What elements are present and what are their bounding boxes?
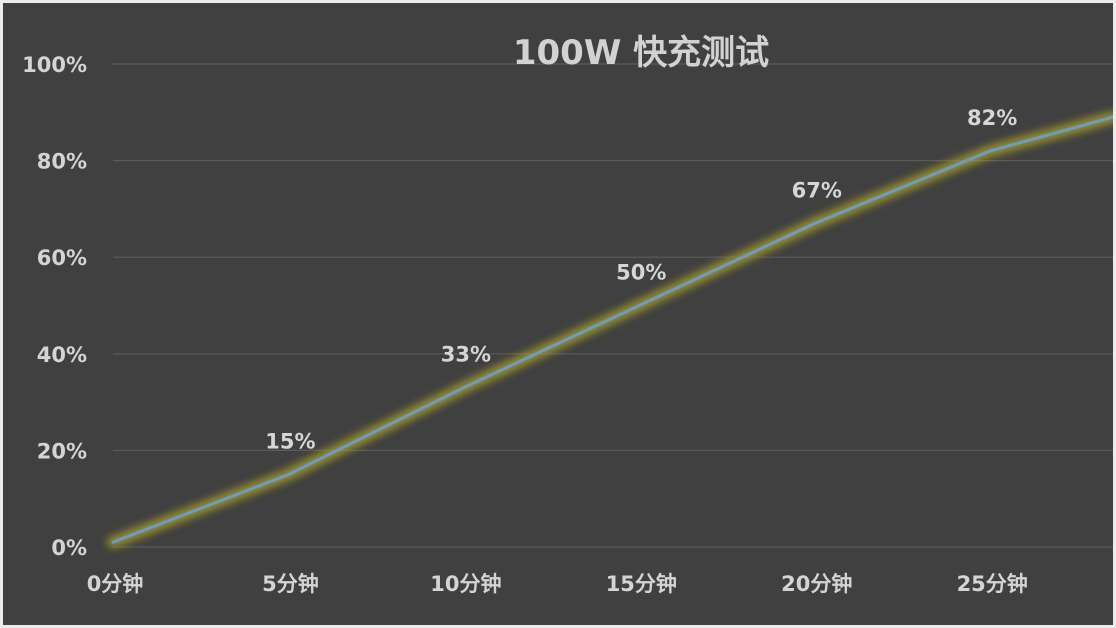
- y-tick-label: 80%: [37, 150, 87, 174]
- data-label: 67%: [792, 178, 842, 202]
- y-tick-label: 60%: [37, 246, 87, 270]
- y-tick-label: 100%: [22, 53, 87, 77]
- line-chart: 0% 20% 40% 60% 80% 100% 0分钟 5分钟 10分钟 15分钟 20分钟 25分…: [22, 33, 1113, 596]
- gridlines: [113, 63, 1113, 548]
- y-tick-label: 0%: [51, 536, 87, 560]
- data-label: 50%: [616, 261, 666, 285]
- data-label: 15%: [265, 430, 315, 454]
- y-axis-ticks: 0% 20% 40% 60% 80% 100%: [22, 53, 87, 560]
- x-tick-label: 25分钟: [957, 572, 1028, 596]
- data-label: 82%: [967, 106, 1017, 130]
- y-tick-label: 20%: [37, 439, 87, 463]
- x-axis-ticks: 0分钟 5分钟 10分钟 15分钟 20分钟 25分钟: [87, 572, 1028, 596]
- x-tick-label: 20分钟: [781, 572, 852, 596]
- series-layer: [107, 111, 1113, 549]
- y-tick-label: 40%: [37, 343, 87, 367]
- chart-title: 100W 快充测试: [513, 33, 769, 73]
- data-label: 33%: [441, 343, 491, 367]
- x-tick-label: 5分钟: [262, 572, 319, 596]
- x-tick-label: 10分钟: [430, 572, 501, 596]
- x-tick-label: 0分钟: [87, 572, 144, 596]
- series-glow: [107, 111, 1113, 549]
- x-tick-label: 15分钟: [606, 572, 677, 596]
- chart-frame: 0% 20% 40% 60% 80% 100% 0分钟 5分钟 10分钟 15分钟 20分钟 25分…: [3, 3, 1113, 625]
- data-labels: 15% 33% 50% 67% 82%: [265, 106, 1017, 454]
- series-line: [111, 115, 1113, 544]
